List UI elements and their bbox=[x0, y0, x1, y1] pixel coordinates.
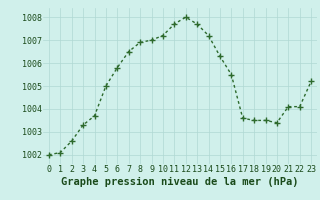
X-axis label: Graphe pression niveau de la mer (hPa): Graphe pression niveau de la mer (hPa) bbox=[61, 177, 299, 187]
